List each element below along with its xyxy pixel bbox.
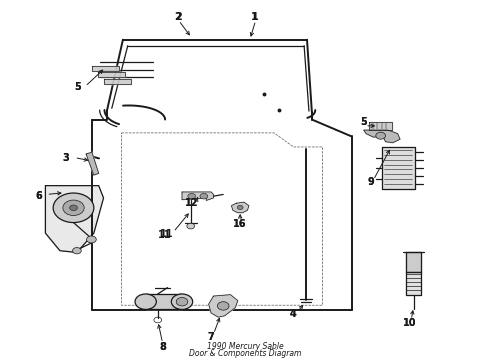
Text: 4: 4: [290, 309, 297, 319]
Text: 8: 8: [159, 342, 166, 352]
Polygon shape: [146, 294, 182, 310]
Polygon shape: [231, 202, 249, 213]
Text: 7: 7: [208, 332, 215, 342]
Polygon shape: [209, 295, 238, 317]
Circle shape: [237, 205, 243, 210]
Polygon shape: [46, 186, 103, 252]
Text: 6: 6: [36, 191, 43, 201]
Circle shape: [63, 200, 84, 216]
Text: 5: 5: [74, 82, 81, 92]
Polygon shape: [382, 147, 415, 189]
Text: 1990 Mercury Sable: 1990 Mercury Sable: [207, 342, 283, 351]
Circle shape: [218, 302, 229, 310]
Circle shape: [135, 294, 156, 310]
Text: 12: 12: [185, 198, 198, 208]
Text: 11: 11: [160, 229, 173, 239]
Polygon shape: [104, 79, 131, 84]
Text: 10: 10: [403, 318, 416, 328]
Text: 1: 1: [251, 12, 258, 22]
Text: 3: 3: [62, 153, 69, 163]
Text: 5: 5: [360, 117, 367, 127]
Text: 3: 3: [62, 153, 69, 162]
Circle shape: [187, 223, 195, 229]
Polygon shape: [86, 152, 98, 175]
Polygon shape: [182, 192, 214, 201]
Circle shape: [172, 294, 193, 310]
Polygon shape: [93, 66, 119, 71]
Text: 5: 5: [74, 82, 81, 92]
Polygon shape: [406, 252, 421, 272]
Polygon shape: [98, 72, 125, 77]
Circle shape: [188, 193, 196, 199]
Text: 1: 1: [252, 12, 259, 22]
Circle shape: [176, 297, 188, 306]
Text: 8: 8: [159, 342, 166, 352]
Circle shape: [87, 236, 96, 243]
Text: 2: 2: [174, 12, 180, 22]
Text: 4: 4: [290, 309, 297, 319]
Text: 16: 16: [233, 219, 247, 229]
Circle shape: [376, 132, 386, 139]
Text: 5: 5: [360, 117, 367, 127]
Text: 7: 7: [208, 332, 215, 342]
Polygon shape: [364, 130, 400, 143]
Text: 2: 2: [175, 12, 182, 22]
Text: 9: 9: [368, 177, 374, 187]
Text: 9: 9: [368, 177, 374, 187]
Text: Door & Components Diagram: Door & Components Diagram: [189, 349, 301, 358]
Polygon shape: [368, 122, 392, 130]
Text: 10: 10: [403, 318, 416, 328]
Text: 16: 16: [233, 219, 247, 229]
Circle shape: [70, 205, 77, 211]
Text: 11: 11: [158, 230, 172, 240]
Polygon shape: [406, 272, 421, 295]
Circle shape: [200, 193, 208, 199]
Circle shape: [53, 193, 94, 222]
Circle shape: [73, 248, 81, 254]
Text: 12: 12: [185, 198, 198, 208]
Text: 6: 6: [36, 191, 43, 201]
